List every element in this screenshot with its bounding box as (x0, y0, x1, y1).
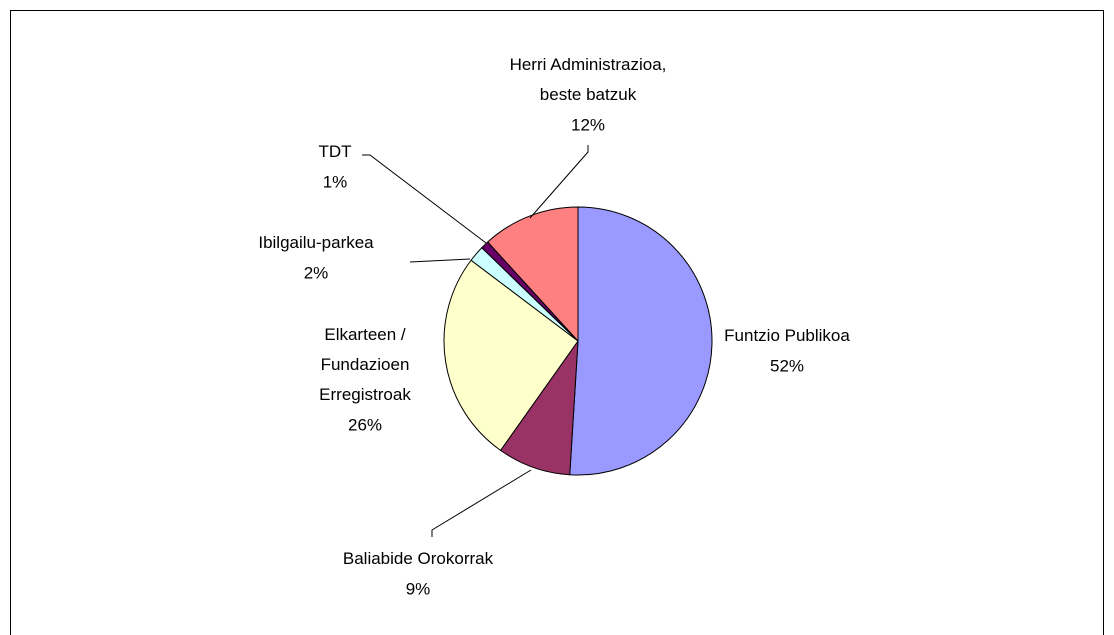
slice-label: Funtzio Publikoa (724, 326, 850, 345)
value-label: 26% (348, 415, 382, 434)
leader-line (409, 258, 471, 263)
leader-line (362, 154, 487, 244)
value-label: 52% (770, 356, 804, 375)
pie-slice (443, 259, 579, 452)
pie-slice (569, 206, 713, 476)
leader-line (431, 469, 532, 537)
value-label: 2% (304, 263, 329, 282)
leader-line (529, 145, 589, 219)
slice-label: Baliabide Orokorrak (343, 549, 494, 568)
value-label: 12% (571, 115, 605, 134)
slice-label: Ibilgailu-parkea (258, 233, 374, 252)
pie-slice (487, 206, 579, 343)
slice-label: Herri Administrazioa, beste batzuk (510, 55, 667, 104)
value-label: 1% (323, 172, 348, 191)
value-label: 9% (406, 579, 431, 598)
slice-label: Elkarteen / Fundazioen Erregistroak (319, 325, 411, 404)
slice-label: TDT (318, 142, 351, 161)
